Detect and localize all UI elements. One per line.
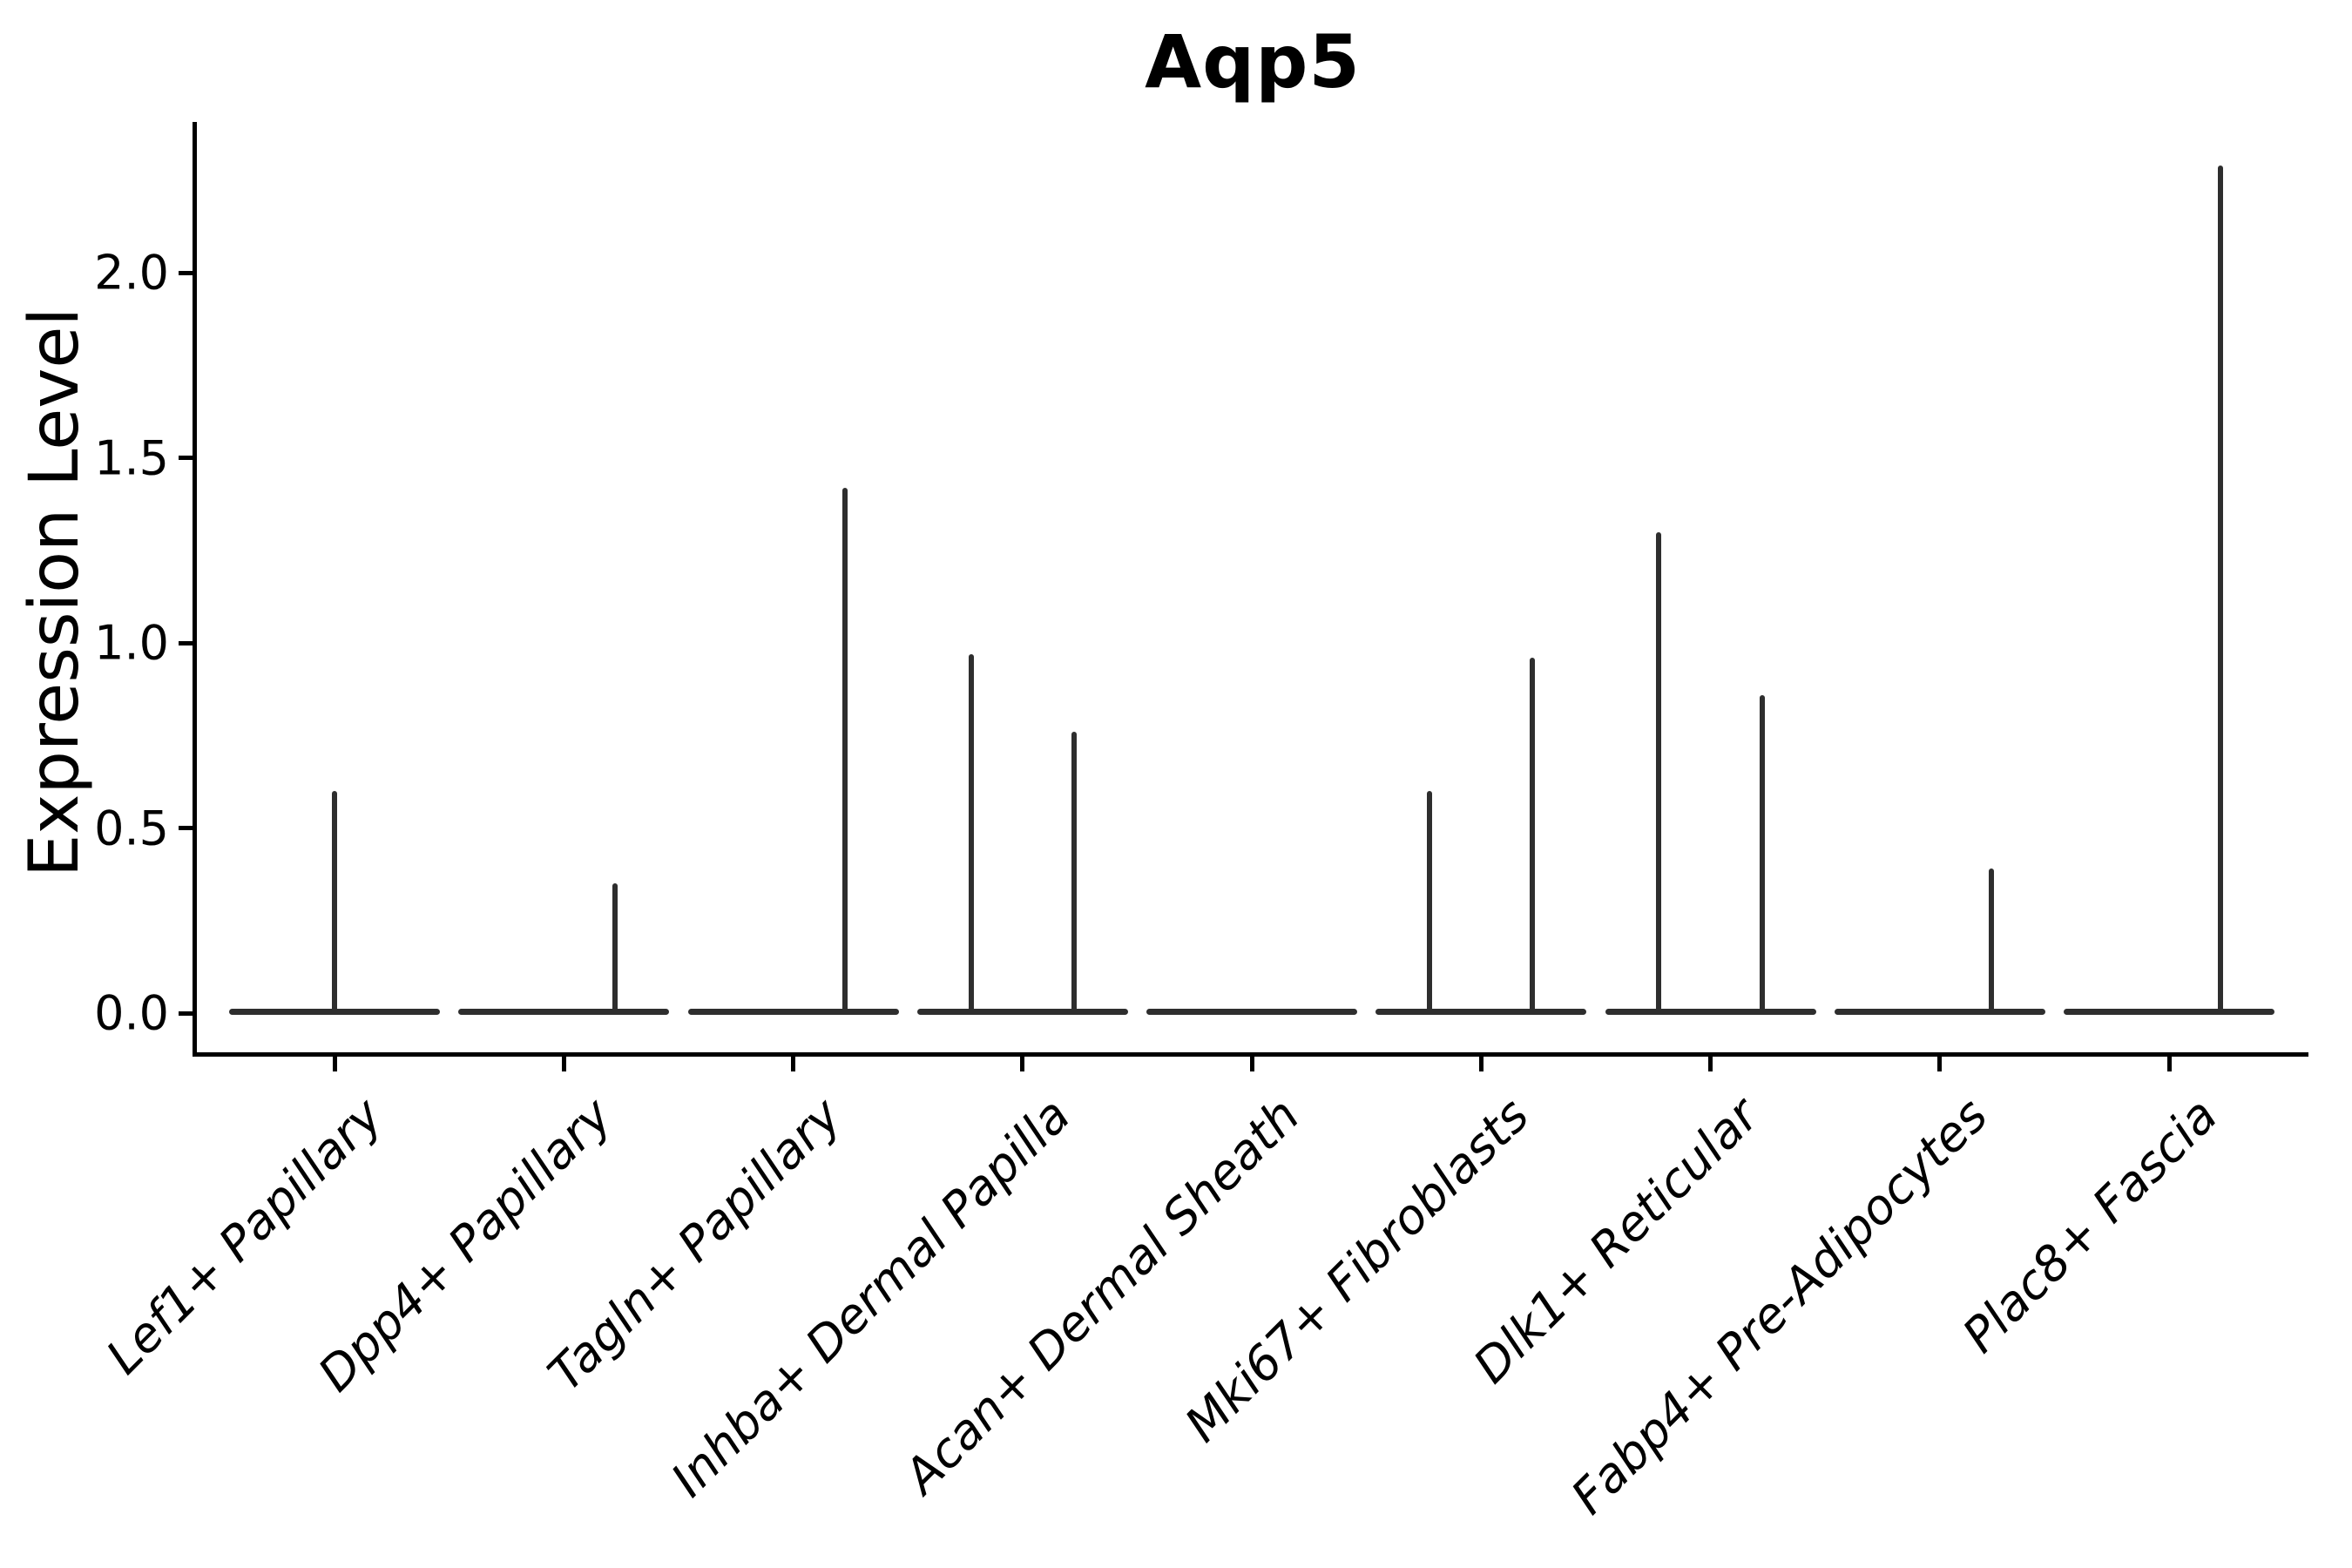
y-tick-mark [179, 826, 193, 830]
x-tick-mark [332, 1056, 337, 1071]
y-tick-label: 0.5 [94, 801, 169, 855]
y-tick-mark [179, 1010, 193, 1016]
y-tick-label: 1.5 [94, 430, 169, 485]
x-tick-mark [1708, 1056, 1713, 1071]
x-tick-mark [561, 1056, 566, 1071]
chart-title: Aqp5 [1145, 19, 1361, 105]
y-tick-mark [179, 456, 193, 460]
violin-baseline [916, 1008, 1128, 1015]
x-tick-label: Acan+ Dermal Sheath [893, 1087, 1311, 1504]
x-tick-mark [791, 1056, 795, 1071]
y-axis-spine [193, 122, 197, 1057]
x-tick-mark [1020, 1056, 1025, 1071]
x-axis-spine [193, 1051, 2308, 1057]
violin-baseline [229, 1008, 440, 1015]
violin-baseline [2064, 1008, 2274, 1015]
violin-spike [1530, 658, 1536, 1011]
violin-baseline [687, 1008, 899, 1015]
x-tick-label: Fabp4+ Pre-Adipocytes [1560, 1087, 1999, 1525]
x-tick-mark [1478, 1056, 1484, 1071]
violin-spike [2218, 165, 2224, 1011]
y-tick-label: 0.0 [94, 985, 169, 1041]
violin-baseline [1834, 1008, 2045, 1015]
violin-spike [1656, 531, 1662, 1011]
violin-spike [1427, 791, 1433, 1011]
violin-spike [332, 791, 337, 1011]
y-tick-label: 2.0 [94, 245, 169, 301]
violin-baseline [1146, 1008, 1357, 1015]
x-tick-mark [2166, 1056, 2172, 1071]
violin-baseline [1605, 1008, 1816, 1015]
violin-baseline [1375, 1008, 1587, 1015]
y-tick-mark [179, 640, 193, 645]
violin-spike [1759, 694, 1765, 1011]
violin-spike [841, 487, 848, 1011]
y-tick-label: 1.0 [94, 615, 169, 671]
violin-spike [612, 883, 618, 1011]
x-tick-mark [1937, 1056, 1943, 1071]
y-axis-label: Expression Level [16, 307, 94, 878]
y-tick-mark [179, 270, 193, 275]
violin-spike [968, 653, 974, 1011]
x-tick-mark [1249, 1056, 1254, 1071]
violin-spike [1988, 868, 1994, 1011]
violin-baseline [458, 1008, 670, 1015]
x-tick-label: Inhba+ Dermal Papilla [660, 1087, 1082, 1508]
violin-spike [1071, 732, 1077, 1011]
